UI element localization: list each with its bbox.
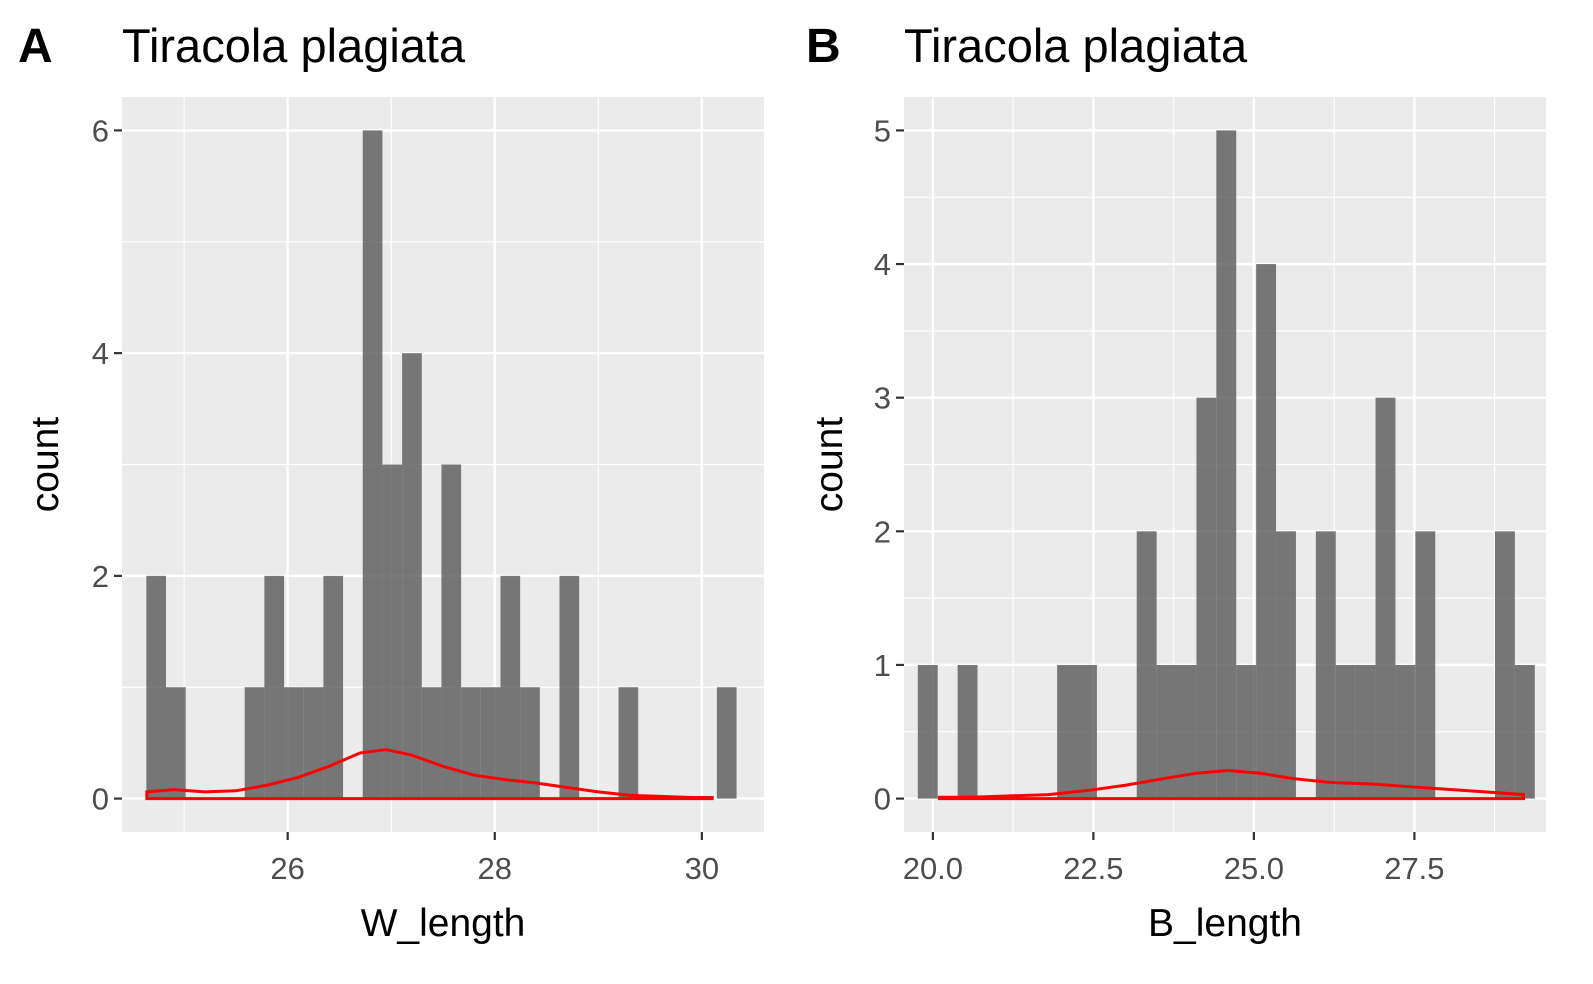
histogram-bar — [303, 687, 324, 799]
x-axis-title: W_length — [361, 902, 526, 945]
histogram-bar — [716, 687, 737, 799]
density-curve — [937, 769, 1526, 801]
histogram-bar — [1196, 397, 1217, 799]
histogram-bar — [1375, 397, 1396, 799]
histogram-bar — [618, 687, 639, 799]
histogram-bar — [480, 687, 501, 799]
histogram-bar — [421, 687, 442, 799]
histogram-bar — [1315, 531, 1336, 799]
x-tick-label: 26 — [270, 851, 304, 886]
histogram-bar — [1077, 664, 1097, 799]
histogram-bar — [402, 353, 422, 799]
histogram-bar — [1335, 664, 1356, 799]
histogram-bar — [441, 464, 462, 799]
histogram-bar — [1136, 531, 1157, 799]
histogram-bar — [1216, 130, 1237, 799]
histogram-bar — [1057, 664, 1078, 799]
y-tick-label: 0 — [874, 782, 891, 817]
x-tick-label: 30 — [685, 851, 719, 886]
plot-title: Tiracola plagiata — [904, 19, 1248, 72]
x-axis-title: B_length — [1148, 902, 1302, 945]
x-tick-label: 27.5 — [1384, 851, 1444, 886]
histogram-bar — [323, 575, 344, 799]
histogram-bar — [1415, 531, 1436, 799]
x-tick-label: 20.0 — [903, 851, 963, 886]
y-axis-title: count — [24, 417, 67, 513]
histogram-bar — [1494, 531, 1515, 799]
plot-title: Tiracola plagiata — [122, 19, 466, 72]
y-tick-label: 3 — [874, 381, 891, 416]
density-curve — [145, 748, 714, 801]
histogram-bar — [362, 130, 383, 799]
histogram-bar — [166, 687, 186, 799]
y-tick-label: 4 — [92, 336, 109, 371]
x-tick-label: 25.0 — [1224, 851, 1284, 886]
histogram-bar — [957, 664, 978, 799]
y-tick-label: 2 — [874, 514, 891, 549]
x-tick-label: 22.5 — [1063, 851, 1123, 886]
histogram-bar — [382, 464, 403, 799]
panel-b: B Tiracola plagiata 0 1 2 3 4 5 20.0 22.5 25.0 27.5… — [806, 19, 1546, 945]
histogram-bar — [284, 687, 304, 799]
histogram-bar — [1276, 531, 1296, 799]
histogram-bar — [146, 575, 167, 799]
panel-tag: B — [806, 20, 841, 73]
histogram-bar — [1514, 664, 1535, 799]
histogram-bar — [1355, 664, 1376, 799]
panel-a: A Tiracola plagiata 0 2 4 6 26 28 30 W_length coun… — [18, 19, 764, 945]
histogram-bar — [520, 687, 540, 799]
histogram-bar — [500, 575, 521, 799]
panel-tag: A — [18, 20, 53, 73]
x-tick-label: 28 — [478, 851, 512, 886]
y-tick-label: 4 — [874, 247, 891, 282]
histogram-bar — [1236, 664, 1257, 799]
histogram-bar — [1395, 664, 1416, 799]
histogram-bar — [917, 664, 938, 799]
y-axis-title: count — [808, 417, 851, 513]
histogram-bar — [264, 575, 285, 799]
histogram-bar — [1176, 664, 1197, 799]
histogram-bar — [244, 687, 265, 799]
y-tick-label: 5 — [874, 113, 891, 148]
y-tick-label: 0 — [92, 782, 109, 817]
histogram-bar — [1156, 664, 1177, 799]
y-tick-label: 1 — [874, 648, 891, 683]
y-tick-label: 2 — [92, 559, 109, 594]
histogram-bar — [1256, 264, 1277, 799]
histogram-bar — [461, 687, 481, 799]
histogram-bar — [559, 575, 580, 799]
y-tick-label: 6 — [92, 113, 109, 148]
